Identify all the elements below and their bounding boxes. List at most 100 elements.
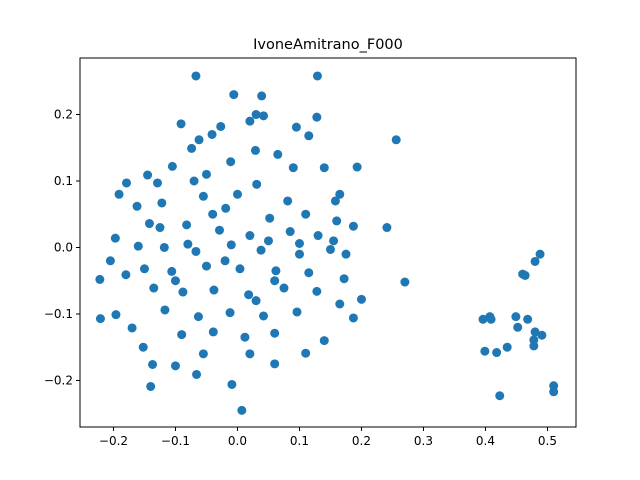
data-point	[237, 405, 247, 415]
data-point	[325, 244, 335, 254]
data-point	[301, 209, 311, 219]
data-point	[335, 299, 345, 309]
data-point	[245, 349, 255, 359]
data-point	[194, 135, 204, 145]
chart-title: IvoneAmitrano_F000	[253, 37, 403, 53]
data-point	[207, 129, 217, 139]
data-point	[225, 308, 235, 318]
data-point	[348, 313, 358, 323]
data-point	[148, 360, 158, 369]
data-point	[292, 307, 302, 317]
data-point	[227, 379, 237, 389]
x-tick-label: 0.3	[414, 434, 433, 448]
data-point	[256, 245, 266, 255]
data-point	[95, 274, 105, 284]
data-point	[478, 314, 488, 324]
data-point	[312, 71, 322, 81]
data-point	[208, 209, 218, 219]
data-point	[313, 231, 323, 241]
data-point	[193, 312, 203, 322]
data-point	[146, 381, 156, 391]
data-point	[530, 327, 540, 337]
data-point	[329, 236, 339, 246]
data-point	[229, 90, 239, 100]
data-point	[257, 91, 267, 101]
data-point	[221, 203, 231, 213]
y-tick-label: −0.1	[44, 307, 73, 321]
data-point	[535, 249, 545, 259]
data-point	[382, 223, 392, 233]
data-point	[530, 256, 540, 266]
data-point	[312, 286, 322, 296]
data-point	[220, 256, 230, 266]
data-point	[155, 223, 165, 233]
data-point	[270, 276, 280, 286]
data-point	[122, 178, 131, 188]
data-point	[244, 290, 254, 300]
data-point	[549, 387, 559, 397]
data-point	[391, 135, 401, 145]
data-point	[170, 276, 180, 286]
data-point	[294, 239, 304, 248]
data-point	[121, 270, 131, 280]
data-point	[263, 236, 273, 246]
data-point	[149, 283, 159, 293]
data-point	[265, 213, 275, 223]
data-point	[198, 349, 208, 359]
data-point	[110, 233, 120, 243]
data-point	[341, 249, 351, 259]
data-point	[153, 178, 162, 188]
data-point	[319, 163, 329, 173]
data-point	[139, 264, 149, 274]
data-point	[240, 332, 250, 342]
data-point	[95, 314, 105, 324]
y-tick-label: −0.2	[44, 373, 73, 387]
data-point	[251, 296, 261, 306]
data-point	[492, 348, 502, 358]
data-point	[523, 314, 533, 324]
data-point	[294, 249, 304, 259]
data-point	[273, 149, 283, 159]
data-point	[291, 122, 301, 132]
data-point	[132, 201, 142, 211]
data-point	[157, 198, 167, 208]
data-point	[198, 191, 208, 201]
data-point	[304, 131, 314, 141]
data-point	[245, 116, 255, 126]
data-point	[259, 111, 269, 121]
data-point	[537, 330, 547, 340]
y-tick-label: 0.1	[54, 174, 73, 188]
data-point	[216, 121, 226, 131]
data-point	[170, 361, 180, 371]
data-point	[339, 274, 349, 284]
data-point	[167, 266, 177, 276]
data-point	[511, 312, 521, 322]
data-point	[285, 227, 295, 237]
x-tick-label: −0.2	[99, 434, 128, 448]
data-points	[95, 71, 559, 415]
data-point	[105, 256, 115, 266]
data-point	[215, 225, 224, 235]
data-point	[133, 241, 143, 251]
data-point	[226, 240, 236, 250]
data-point	[143, 170, 153, 180]
data-point	[270, 359, 280, 369]
x-axis: −0.2 −0.1 0.0 0.1 0.2 0.3 0.4 0.5	[99, 427, 557, 448]
data-point	[271, 266, 281, 276]
data-point	[352, 162, 362, 172]
data-point	[189, 176, 199, 186]
data-point	[201, 261, 211, 271]
data-point	[251, 110, 261, 120]
data-point	[486, 314, 496, 324]
data-point	[252, 179, 262, 189]
data-point	[144, 219, 154, 229]
data-point	[332, 216, 342, 226]
data-point	[288, 163, 298, 173]
data-point	[270, 328, 280, 338]
y-tick-label: 0.2	[54, 108, 73, 122]
data-point	[513, 322, 523, 332]
data-point	[232, 189, 242, 199]
data-point	[250, 145, 260, 155]
data-point	[301, 348, 311, 358]
